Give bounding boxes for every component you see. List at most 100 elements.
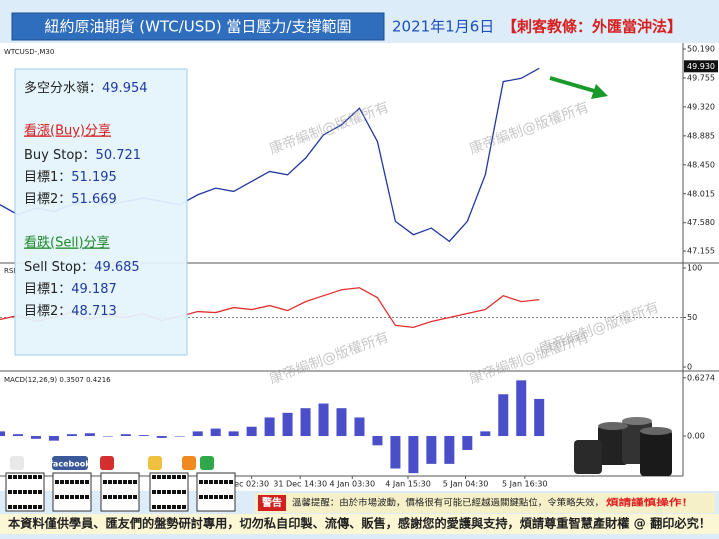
qr-cell bbox=[28, 505, 32, 509]
qr-cell bbox=[28, 490, 32, 494]
y-tick-label: 0.6274 bbox=[687, 373, 715, 382]
qr-cell bbox=[128, 480, 132, 484]
qr-cell bbox=[133, 495, 137, 499]
y-tick-label: 47.155 bbox=[687, 247, 715, 256]
qr-cell bbox=[224, 480, 228, 484]
y-tick-label: 48.885 bbox=[687, 131, 715, 140]
qr-cell bbox=[38, 475, 42, 479]
bar bbox=[228, 431, 239, 437]
info-heading: 看跌(Sell)分享 bbox=[24, 235, 110, 251]
notice-text: 溫馨提醒：由於市場波動，價格很有可能已經越過關鍵點位，令策略失效， bbox=[292, 497, 604, 509]
panel-title: MACD(12,26,9) 0.3507 0.4216 bbox=[4, 376, 111, 384]
bar bbox=[462, 436, 473, 450]
y-tick-label: 48.450 bbox=[687, 160, 715, 169]
qr-cell bbox=[23, 475, 27, 479]
info-row: 目標1：49.187 bbox=[24, 282, 117, 297]
notice-badge-text: 警告 bbox=[261, 496, 282, 509]
y-tick-label: 48.015 bbox=[687, 189, 715, 198]
qr-cell bbox=[18, 505, 22, 509]
bar bbox=[354, 417, 365, 437]
notice-badge bbox=[258, 495, 286, 511]
x-tick-label: 5 Jan 04:30 bbox=[443, 480, 489, 489]
qr-cell bbox=[80, 480, 84, 484]
panel-title: RSI bbox=[4, 267, 15, 275]
qr-cell bbox=[23, 490, 27, 494]
bar bbox=[390, 436, 401, 469]
bar bbox=[210, 428, 221, 437]
qr-cell bbox=[167, 475, 171, 479]
qr-cell bbox=[162, 505, 166, 509]
series-name: 【刺客教條：外匯當沖法】 bbox=[502, 18, 682, 36]
qr-cell bbox=[128, 495, 132, 499]
qr-cell bbox=[13, 505, 17, 509]
qr-cell bbox=[209, 495, 213, 499]
qr-cell bbox=[103, 495, 107, 499]
bar bbox=[408, 436, 419, 474]
qr-cell bbox=[75, 495, 79, 499]
qr-cell bbox=[177, 490, 181, 494]
qr-cell bbox=[162, 475, 166, 479]
qr-cell bbox=[209, 480, 213, 484]
title-box bbox=[11, 12, 385, 41]
panel-title: WTCUSD-,M30 bbox=[4, 48, 54, 56]
icon bbox=[100, 456, 114, 470]
bar bbox=[30, 436, 41, 439]
qr-cell bbox=[33, 490, 37, 494]
info-content: 多空分水嶺：49.954 看漲(Buy)分享 Buy Stop：50.721 目標1：… bbox=[24, 80, 148, 319]
qr-cell bbox=[219, 495, 223, 499]
y-tick-label: 50 bbox=[687, 313, 697, 322]
qr-cell bbox=[23, 505, 27, 509]
qr-cell bbox=[199, 495, 203, 499]
qr-cell bbox=[133, 480, 137, 484]
bar bbox=[174, 436, 185, 437]
info-row: Buy Stop：50.721 bbox=[24, 148, 141, 163]
qr-cell bbox=[182, 490, 186, 494]
qr-cell bbox=[224, 495, 228, 499]
y-tick-label: 0.00 bbox=[687, 432, 705, 441]
bar bbox=[534, 398, 545, 437]
qr-cell bbox=[70, 480, 74, 484]
info-label: 目標2： bbox=[24, 192, 71, 207]
plots: WTCUSD-,M30 50.190 49.755 49.320 48.885 48.45… bbox=[0, 44, 718, 489]
qr-cell bbox=[123, 480, 127, 484]
footer: 本資料僅供學員、匯友們的盤勢研討專用，切勿私自印製、流傳、販售，感謝您的愛護與支… bbox=[8, 516, 711, 531]
qr-cell bbox=[75, 480, 79, 484]
y-tick-label: 47.580 bbox=[687, 218, 715, 227]
bar bbox=[498, 394, 509, 437]
qr-cell bbox=[55, 495, 59, 499]
qr-cell bbox=[38, 505, 42, 509]
qr-cell bbox=[113, 495, 117, 499]
qr-cell bbox=[65, 495, 69, 499]
bar bbox=[336, 408, 347, 437]
bar bbox=[318, 403, 329, 437]
trend-arrow-head bbox=[591, 84, 608, 99]
bar bbox=[48, 436, 59, 441]
qr-cell bbox=[157, 505, 161, 509]
info-box bbox=[14, 68, 188, 356]
qr-cell bbox=[85, 480, 89, 484]
bar bbox=[156, 436, 167, 438]
qr-cell bbox=[18, 490, 22, 494]
info-value: 49.187 bbox=[71, 282, 117, 297]
qr-cell bbox=[13, 490, 17, 494]
qr-cell bbox=[103, 480, 107, 484]
last-price-label: 49.930 bbox=[687, 62, 715, 71]
info-heading: 看漲(Buy)分享 bbox=[24, 123, 111, 139]
qr-cell bbox=[18, 475, 22, 479]
info-value: 48.713 bbox=[71, 304, 117, 319]
bar bbox=[0, 431, 5, 437]
qr-cell bbox=[118, 495, 122, 499]
info-label: 多空分水嶺： bbox=[24, 80, 102, 96]
qr-cell bbox=[229, 480, 233, 484]
y-tick-label: 49.320 bbox=[687, 102, 715, 111]
bar bbox=[246, 426, 257, 437]
info-label: Sell Stop： bbox=[24, 260, 94, 275]
info-value: 51.669 bbox=[71, 192, 117, 207]
info-label: 目標1： bbox=[24, 170, 71, 185]
info-row: 目標2：48.713 bbox=[24, 304, 117, 319]
qr-cell bbox=[152, 475, 156, 479]
notice-band bbox=[255, 493, 715, 513]
qr-cell bbox=[172, 490, 176, 494]
qr-cell bbox=[123, 495, 127, 499]
